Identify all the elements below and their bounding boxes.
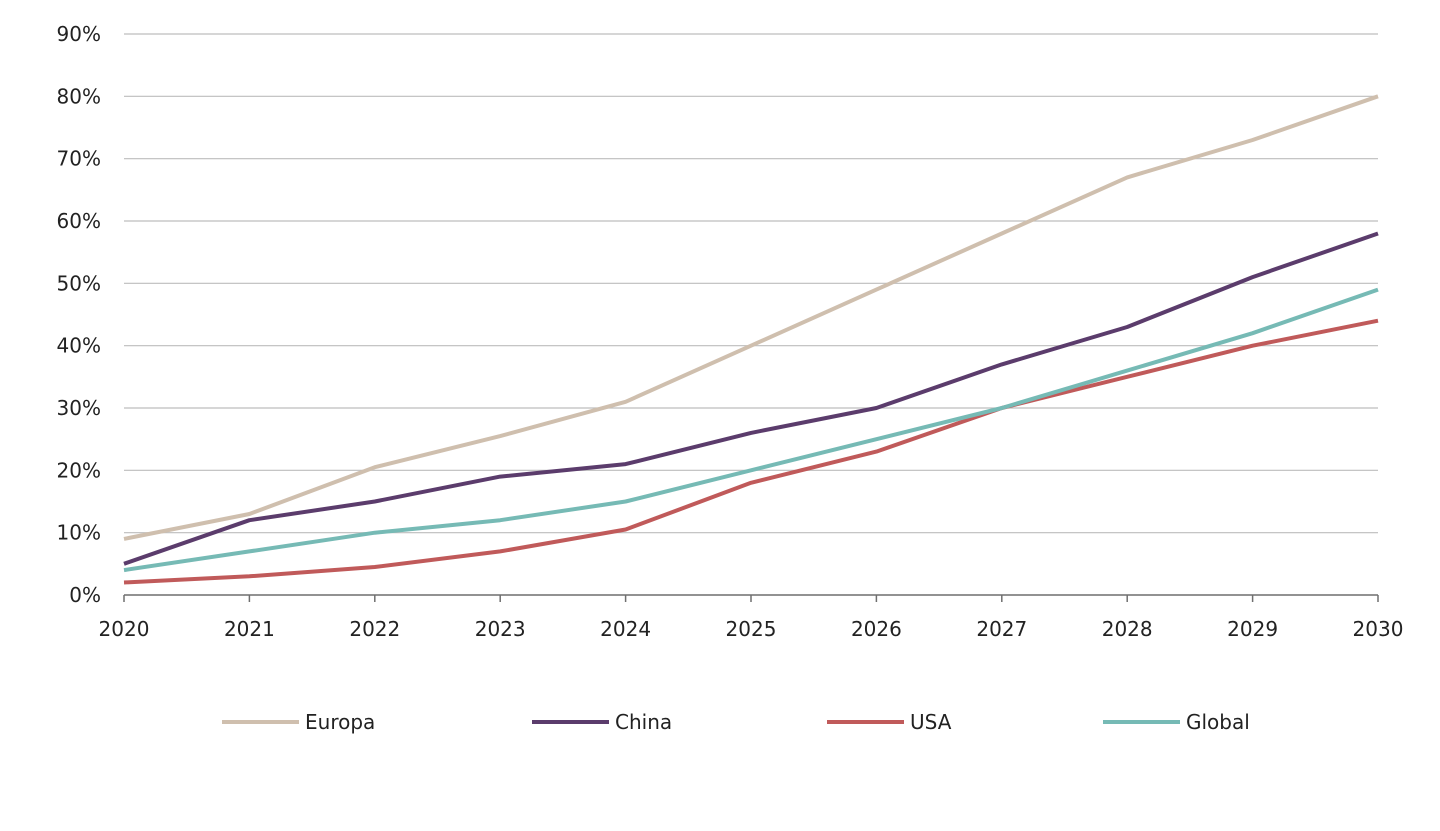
y-tick-label: 90% — [57, 22, 101, 46]
y-tick-label: 40% — [57, 334, 101, 358]
series-line-china — [123, 231, 1379, 566]
y-tick-label: 50% — [57, 271, 101, 295]
axes: 0% 10% 20% 30% 40% 50% 60% 70% 80% 90% 2020 2021 202… — [57, 22, 1404, 641]
x-tick-label: 2027 — [976, 617, 1027, 641]
series-line-global — [123, 287, 1379, 573]
y-tick-label: 0% — [69, 583, 101, 607]
gridlines — [124, 33, 1378, 534]
legend-item-europa: Europa — [222, 710, 375, 734]
x-tick-label: 2030 — [1353, 617, 1404, 641]
x-tick-label: 2028 — [1102, 617, 1153, 641]
x-tick-label: 2026 — [851, 617, 902, 641]
y-tick-label: 10% — [57, 521, 101, 545]
y-tick-label: 80% — [57, 84, 101, 108]
x-tick-label: 2020 — [99, 617, 150, 641]
y-tick-label: 60% — [57, 209, 101, 233]
series-line-usa — [123, 318, 1379, 585]
x-tick-label: 2029 — [1227, 617, 1278, 641]
y-tick-label: 20% — [57, 458, 101, 482]
x-tick-label: 2022 — [349, 617, 400, 641]
series-line-europa — [123, 94, 1379, 541]
x-tick-label: 2023 — [475, 617, 526, 641]
y-tick-label: 30% — [57, 396, 101, 420]
y-tick-label: 70% — [57, 147, 101, 171]
legend-item-usa: USA — [827, 710, 952, 734]
x-tick-label: 2024 — [600, 617, 651, 641]
legend-label: Global — [1186, 710, 1250, 734]
legend: Europa China USA Global — [222, 710, 1250, 734]
legend-label: USA — [910, 710, 952, 734]
legend-label: China — [615, 710, 672, 734]
legend-item-china: China — [532, 710, 672, 734]
x-tick-label: 2025 — [726, 617, 777, 641]
series-lines — [123, 94, 1379, 585]
legend-label: Europa — [305, 710, 375, 734]
x-tick-label: 2021 — [224, 617, 275, 641]
legend-item-global: Global — [1103, 710, 1250, 734]
